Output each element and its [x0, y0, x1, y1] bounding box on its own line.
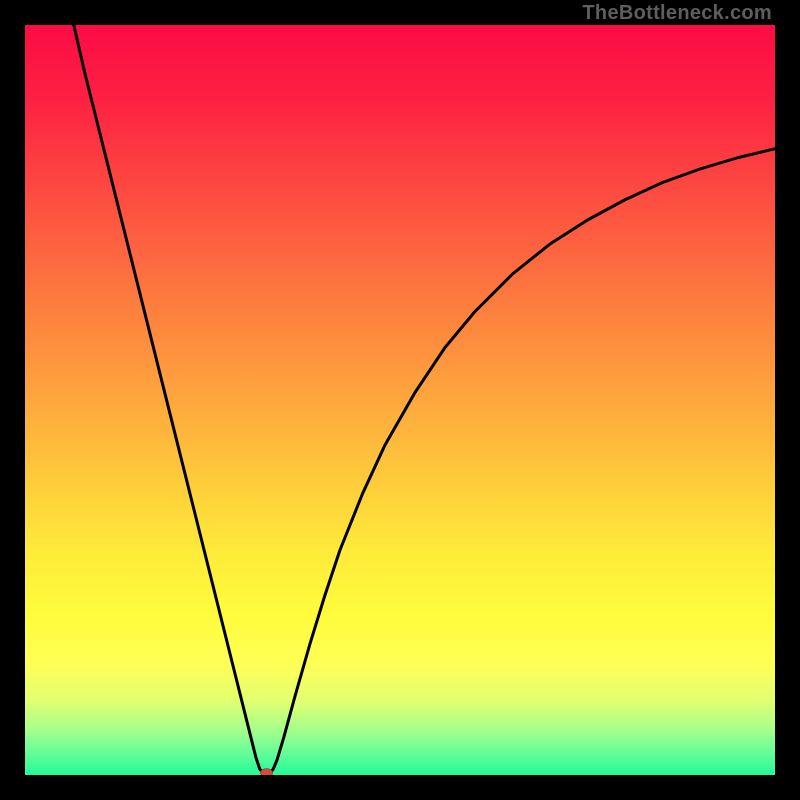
bottleneck-chart [0, 0, 800, 800]
watermark-text: TheBottleneck.com [582, 2, 772, 25]
chart-background [25, 25, 775, 775]
